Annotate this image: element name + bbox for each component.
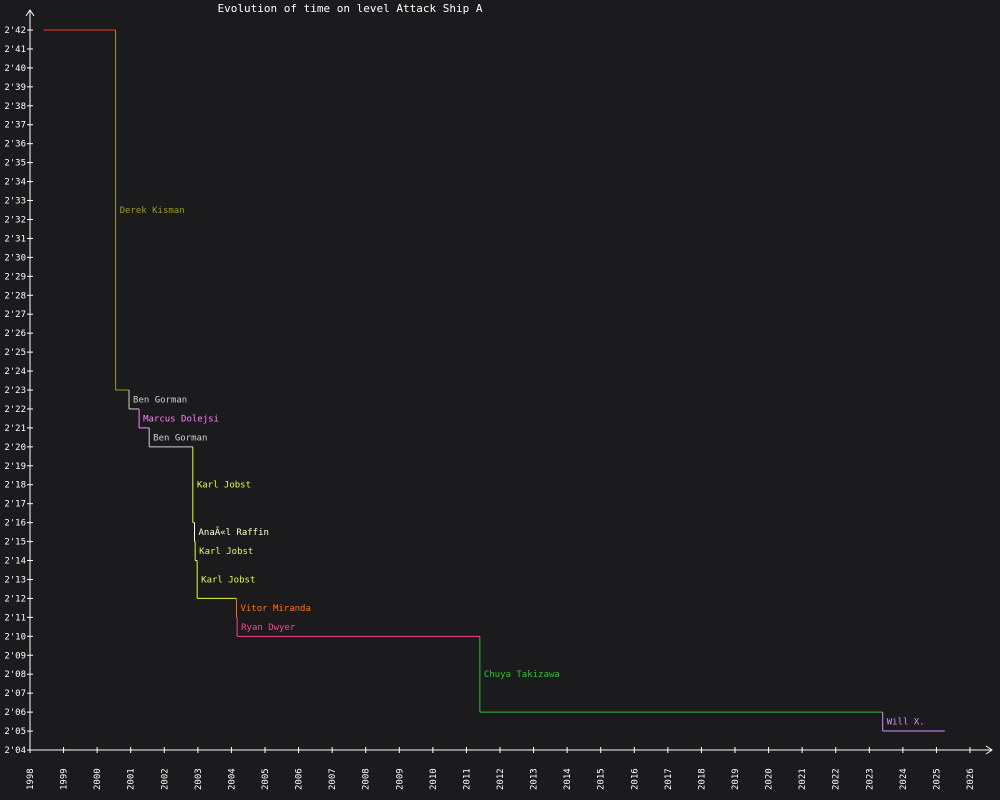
y-tick-label: 2'11 <box>4 613 26 623</box>
y-tick-label: 2'22 <box>4 405 26 415</box>
y-tick-label: 2'17 <box>4 500 26 510</box>
record-holder-label: Chuya Takizawa <box>484 670 560 680</box>
x-tick-label: 2017 <box>664 768 674 790</box>
x-tick-label: 2025 <box>932 768 942 790</box>
y-tick-label: 2'19 <box>4 462 26 472</box>
record-holder-label: Karl Jobst <box>201 575 255 585</box>
y-tick-label: 2'37 <box>4 121 26 131</box>
x-tick-label: 2015 <box>597 768 607 790</box>
y-tick-label: 2'35 <box>4 159 26 169</box>
y-tick-label: 2'08 <box>4 670 26 680</box>
y-tick-label: 2'09 <box>4 651 26 661</box>
record-holder-label: Ryan Dwyer <box>241 623 296 633</box>
y-tick-label: 2'12 <box>4 594 26 604</box>
x-tick-label: 1998 <box>26 768 36 790</box>
record-holder-label: Ben Gorman <box>153 433 207 443</box>
x-axis-arrow <box>985 745 993 755</box>
x-tick-label: 2002 <box>160 768 170 790</box>
x-tick-label: 2005 <box>261 768 271 790</box>
x-tick-label: 2006 <box>295 768 305 790</box>
chart-title: Evolution of time on level Attack Ship A <box>218 2 483 15</box>
y-tick-label: 2'23 <box>4 386 26 396</box>
y-tick-label: 2'07 <box>4 689 26 699</box>
y-tick-label: 2'25 <box>4 348 26 358</box>
x-tick-label: 2013 <box>530 768 540 790</box>
y-tick-label: 2'15 <box>4 538 26 548</box>
x-tick-label: 2014 <box>563 768 573 790</box>
x-tick-label: 2000 <box>93 768 103 790</box>
y-tick-label: 2'33 <box>4 197 26 207</box>
y-tick-label: 2'30 <box>4 253 26 263</box>
x-tick-label: 2001 <box>127 768 137 790</box>
y-tick-label: 2'06 <box>4 708 26 718</box>
x-tick-label: 2018 <box>697 768 707 790</box>
y-tick-label: 2'32 <box>4 215 26 225</box>
record-holder-label: AnaÃ«l Raffin <box>199 527 269 538</box>
x-tick-label: 2011 <box>462 768 472 790</box>
y-tick-label: 2'38 <box>4 102 26 112</box>
record-holder-label: Will X. <box>887 718 925 728</box>
labels-layer: Derek Kisman Ben Gorman Marcus Dolejsi Ben … <box>120 206 925 728</box>
record-holder-label: Ben Gorman <box>133 395 187 405</box>
x-tick-label: 2016 <box>630 768 640 790</box>
y-tick-label: 2'26 <box>4 329 26 339</box>
y-tick-label: 2'24 <box>4 367 26 377</box>
record-holder-label: Derek Kisman <box>120 206 185 216</box>
x-tick-label: 2023 <box>865 768 875 790</box>
y-axis-arrow <box>25 9 35 17</box>
y-tick-label: 2'04 <box>4 746 26 756</box>
axes: 2'04 2'05 2'06 2'07 2'08 2'09 2'10 2'11 2'12 2'13… <box>4 9 993 790</box>
x-tick-label: 1999 <box>60 768 70 790</box>
y-tick-label: 2'42 <box>4 26 26 36</box>
x-tick-label: 2009 <box>395 768 405 790</box>
x-tick-label: 2022 <box>832 768 842 790</box>
y-tick-label: 2'05 <box>4 727 26 737</box>
y-tick-label: 2'21 <box>4 424 26 434</box>
x-tick-label: 2020 <box>765 768 775 790</box>
record-holder-label: Vitor Miranda <box>240 604 310 614</box>
x-tick-label: 2021 <box>798 768 808 790</box>
record-holder-label: Karl Jobst <box>197 481 251 491</box>
x-tick-label: 2004 <box>227 768 237 790</box>
x-tick-label: 2024 <box>899 768 909 790</box>
y-tick-label: 2'18 <box>4 481 26 491</box>
y-tick-label: 2'36 <box>4 140 26 150</box>
y-tick-label: 2'16 <box>4 519 26 529</box>
x-tick-label: 2007 <box>328 768 338 790</box>
y-tick-label: 2'40 <box>4 64 26 74</box>
x-tick-label: 2019 <box>731 768 741 790</box>
y-tick-label: 2'41 <box>4 45 26 55</box>
y-tick-label: 2'20 <box>4 443 26 453</box>
x-tick-label: 2008 <box>362 768 372 790</box>
y-tick-label: 2'14 <box>4 557 26 567</box>
y-tick-label: 2'29 <box>4 272 26 282</box>
x-tick-label: 2026 <box>966 768 976 790</box>
series-layer <box>43 29 945 732</box>
y-tick-label: 2'31 <box>4 234 26 244</box>
x-tick-label: 2003 <box>194 768 204 790</box>
x-tick-label: 2010 <box>429 768 439 790</box>
y-tick-label: 2'34 <box>4 178 26 188</box>
y-tick-label: 2'13 <box>4 575 26 585</box>
record-holder-label: Marcus Dolejsi <box>143 414 219 424</box>
x-tick-label: 2012 <box>496 768 506 790</box>
record-holder-label: Karl Jobst <box>199 547 253 557</box>
y-tick-label: 2'27 <box>4 310 26 320</box>
y-tick-label: 2'10 <box>4 632 26 642</box>
y-tick-label: 2'39 <box>4 83 26 93</box>
y-tick-label: 2'28 <box>4 291 26 301</box>
